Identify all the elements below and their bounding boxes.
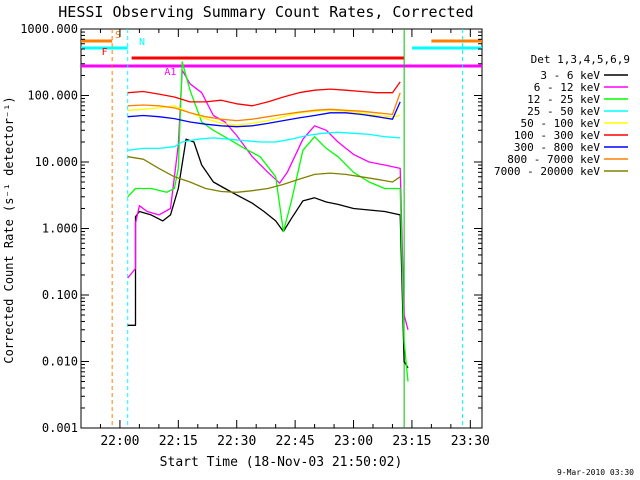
- legend-entry: 300 - 800 keV: [514, 141, 600, 154]
- x-tick-label: 22:30: [217, 434, 256, 449]
- x-tick-label: 23:30: [451, 434, 490, 449]
- legend-entry: 12 - 25 keV: [527, 93, 600, 106]
- y-tick-label: 0.010: [42, 355, 78, 369]
- vertical-markers: [111, 29, 464, 428]
- flag-label: F: [102, 47, 108, 58]
- x-tick-label: 23:15: [392, 434, 431, 449]
- y-tick-label: 0.001: [42, 421, 78, 435]
- legend-entry: 6 - 12 keV: [534, 81, 601, 94]
- series-line: [127, 156, 401, 193]
- y-tick-label: 100.000: [27, 89, 78, 103]
- timestamp: 9-Mar-2010 03:30: [557, 468, 634, 477]
- series-line: [127, 105, 401, 126]
- x-tick-label: 22:45: [276, 434, 315, 449]
- legend-title: Det 1,3,4,5,6,9: [531, 53, 630, 66]
- series-line: [127, 69, 409, 330]
- legend-entry: 50 - 100 keV: [521, 117, 601, 130]
- series-line: [127, 101, 401, 128]
- chart-title: HESSI Observing Summary Count Rates, Cor…: [58, 3, 473, 21]
- y-tick-label: 1000.000: [20, 22, 78, 36]
- legend-entry: 100 - 300 keV: [514, 129, 600, 142]
- x-tick-label: 23:00: [334, 434, 373, 449]
- y-tick-label: 0.100: [42, 288, 78, 302]
- y-tick-label: 1.000: [42, 222, 78, 236]
- x-axis: 22:00 22:15 22:30 22:45 23:00 23:15 23:30: [99, 29, 490, 449]
- series-line: [127, 61, 409, 382]
- series-line: [127, 92, 401, 122]
- flag-label: S: [115, 30, 121, 41]
- x-axis-label: Start Time (18-Nov-03 21:50:02): [160, 455, 403, 470]
- legend-entry: 3 - 6 keV: [540, 69, 600, 82]
- series-line: [127, 81, 401, 107]
- y-axis-label: Corrected Count Rate (s⁻¹ detector⁻¹): [2, 96, 16, 363]
- y-tick-label: 10.000: [35, 155, 78, 169]
- legend-entry: 800 - 7000 keV: [507, 153, 600, 166]
- flag-label: A1: [164, 67, 176, 78]
- legend-entry: 7000 - 20000 keV: [494, 165, 600, 178]
- x-tick-label: 22:00: [100, 434, 139, 449]
- data-series: [127, 61, 409, 382]
- y-axis: 1000.000 100.000 10.000 1.000 0.100 0.010 0.00…: [20, 22, 482, 435]
- series-line: [127, 138, 409, 369]
- series-line: [127, 131, 401, 151]
- flag-bars: S N F A1: [81, 30, 482, 78]
- legend-entry: 25 - 50 keV: [527, 105, 600, 118]
- x-tick-label: 22:15: [159, 434, 198, 449]
- flag-label: N: [139, 37, 145, 48]
